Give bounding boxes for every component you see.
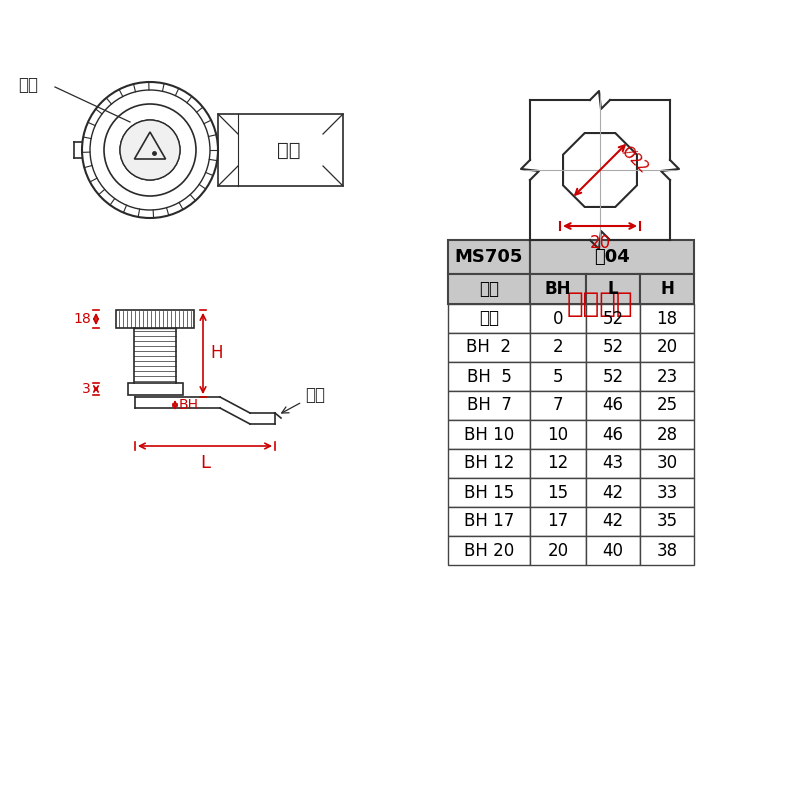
Bar xyxy=(448,420,530,449)
Bar xyxy=(448,478,530,507)
Text: 52: 52 xyxy=(602,338,623,357)
Text: H: H xyxy=(660,280,674,298)
Bar xyxy=(530,362,586,391)
Bar xyxy=(530,240,694,274)
Text: BH 17: BH 17 xyxy=(464,513,514,530)
Text: 52: 52 xyxy=(602,310,623,327)
Bar xyxy=(448,274,530,304)
Text: L: L xyxy=(200,454,210,472)
Text: BH 10: BH 10 xyxy=(464,426,514,443)
Bar xyxy=(218,114,343,186)
Text: 20: 20 xyxy=(657,338,678,357)
Bar xyxy=(530,333,586,362)
Bar xyxy=(530,420,586,449)
Text: 型号: 型号 xyxy=(479,280,499,298)
Text: 30: 30 xyxy=(657,454,678,473)
Bar xyxy=(530,507,586,536)
Text: 35: 35 xyxy=(657,513,678,530)
Text: 15: 15 xyxy=(547,483,569,502)
Text: 52: 52 xyxy=(602,367,623,386)
Bar xyxy=(127,383,182,395)
Text: 锁芯: 锁芯 xyxy=(18,76,38,94)
Text: 平片: 平片 xyxy=(479,310,499,327)
Bar xyxy=(586,536,640,565)
Text: 46: 46 xyxy=(602,397,623,414)
Text: 40: 40 xyxy=(602,542,623,559)
Text: 43: 43 xyxy=(602,454,623,473)
Bar xyxy=(586,507,640,536)
Text: 23: 23 xyxy=(656,367,678,386)
Bar xyxy=(640,333,694,362)
Text: 25: 25 xyxy=(657,397,678,414)
Bar xyxy=(586,362,640,391)
Text: BH: BH xyxy=(545,280,571,298)
Text: BH: BH xyxy=(179,398,199,412)
Text: 33: 33 xyxy=(656,483,678,502)
Text: 28: 28 xyxy=(657,426,678,443)
Bar xyxy=(586,420,640,449)
Text: 18: 18 xyxy=(74,312,91,326)
Text: 42: 42 xyxy=(602,513,623,530)
Text: 10: 10 xyxy=(547,426,569,443)
Text: BH  2: BH 2 xyxy=(466,338,511,357)
Bar xyxy=(530,274,586,304)
Bar xyxy=(640,420,694,449)
Bar xyxy=(448,362,530,391)
Text: BH 20: BH 20 xyxy=(464,542,514,559)
Bar xyxy=(586,478,640,507)
Text: 46: 46 xyxy=(602,426,623,443)
Bar xyxy=(448,391,530,420)
Text: 42: 42 xyxy=(602,483,623,502)
Text: 38: 38 xyxy=(657,542,678,559)
Text: 7: 7 xyxy=(553,397,563,414)
Bar xyxy=(640,274,694,304)
Text: 5: 5 xyxy=(553,367,563,386)
Bar xyxy=(586,304,640,333)
Bar xyxy=(530,304,586,333)
Text: Ø22: Ø22 xyxy=(618,144,650,176)
Bar xyxy=(448,507,530,536)
Bar xyxy=(586,333,640,362)
Text: 锁舌: 锁舌 xyxy=(277,141,300,159)
Text: BH 15: BH 15 xyxy=(464,483,514,502)
Bar xyxy=(640,391,694,420)
Bar xyxy=(586,449,640,478)
Bar xyxy=(586,391,640,420)
Text: L: L xyxy=(608,280,618,298)
Bar xyxy=(530,478,586,507)
Text: 锁舌: 锁舌 xyxy=(282,386,325,413)
Text: 20: 20 xyxy=(590,234,610,252)
Bar xyxy=(640,507,694,536)
Text: BH  5: BH 5 xyxy=(466,367,511,386)
Bar xyxy=(448,240,530,274)
Bar xyxy=(640,304,694,333)
Text: 17: 17 xyxy=(547,513,569,530)
Text: 0: 0 xyxy=(553,310,563,327)
Bar xyxy=(640,478,694,507)
Bar xyxy=(116,310,194,328)
Bar xyxy=(640,362,694,391)
Text: MS705: MS705 xyxy=(455,248,523,266)
Bar xyxy=(640,449,694,478)
Text: 12: 12 xyxy=(547,454,569,473)
Bar xyxy=(530,449,586,478)
Bar xyxy=(530,391,586,420)
Text: H: H xyxy=(210,345,222,362)
Text: 钓04: 钓04 xyxy=(594,248,630,266)
Bar xyxy=(448,449,530,478)
Bar xyxy=(586,274,640,304)
Circle shape xyxy=(120,120,180,180)
Bar xyxy=(448,536,530,565)
Text: 2: 2 xyxy=(553,338,563,357)
Text: 18: 18 xyxy=(657,310,678,327)
Text: BH  7: BH 7 xyxy=(466,397,511,414)
Text: 3: 3 xyxy=(82,382,91,396)
Bar xyxy=(448,304,530,333)
Bar xyxy=(640,536,694,565)
Text: 开孔尺寸: 开孔尺寸 xyxy=(566,290,634,318)
Text: 20: 20 xyxy=(547,542,569,559)
Bar xyxy=(448,333,530,362)
Bar xyxy=(530,536,586,565)
Text: BH 12: BH 12 xyxy=(464,454,514,473)
